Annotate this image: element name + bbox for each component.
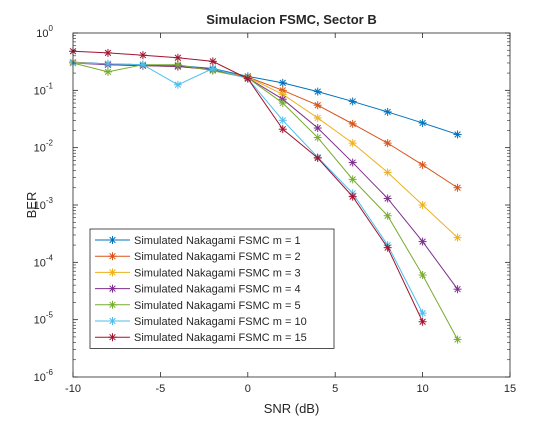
legend-marker (108, 268, 117, 277)
data-point (453, 183, 462, 192)
data-point (348, 175, 357, 184)
data-point (348, 97, 357, 106)
data-point (208, 57, 217, 66)
data-point (173, 60, 182, 69)
y-axis-label: BER (24, 192, 39, 219)
data-point (173, 53, 182, 62)
data-point (138, 51, 147, 60)
data-point (278, 99, 287, 108)
data-point (453, 335, 462, 344)
legend-marker (108, 317, 117, 325)
data-point (138, 60, 147, 69)
legend-marker (108, 252, 117, 261)
data-point (348, 139, 357, 148)
x-axis-label: SNR (dB) (264, 401, 320, 416)
legend-label: Simulated Nakagami FSMC m = 1 (134, 235, 301, 247)
legend-item: Simulated Nakagami FSMC m = 10 (95, 316, 307, 328)
x-tick-label: 0 (245, 383, 251, 395)
chart-title: Simulacion FSMC, Sector B (206, 12, 376, 27)
data-point (103, 48, 112, 57)
y-tick-label: 10-4 (34, 253, 54, 269)
y-tick-label: 100 (36, 24, 53, 40)
x-tick-label: -10 (65, 383, 81, 395)
data-point (313, 154, 322, 163)
data-point (418, 309, 427, 318)
data-point (418, 271, 427, 280)
legend-label: Simulated Nakagami FSMC m = 10 (134, 316, 307, 328)
legend-item: Simulated Nakagami FSMC m = 1 (95, 235, 301, 247)
series-line (72, 62, 458, 340)
data-point (313, 87, 322, 96)
data-point (313, 113, 322, 122)
data-point (383, 194, 392, 203)
series-7 (69, 47, 427, 326)
data-point (103, 59, 112, 68)
legend-label: Simulated Nakagami FSMC m = 3 (134, 267, 301, 279)
data-point (453, 285, 462, 294)
data-point (418, 201, 427, 209)
y-tick-label: 10-6 (34, 368, 54, 384)
legend-marker (108, 333, 117, 342)
data-point (453, 130, 462, 139)
data-point (348, 192, 357, 201)
data-point (418, 118, 427, 127)
legend: Simulated Nakagami FSMC m = 1 Simulated N… (89, 228, 335, 349)
data-point (383, 211, 392, 220)
x-tick-label: -5 (156, 383, 166, 395)
legend-item: Simulated Nakagami FSMC m = 3 (95, 267, 301, 279)
legend-label: Simulated Nakagami FSMC m = 5 (134, 300, 301, 312)
legend-item: Simulated Nakagami FSMC m = 15 (95, 332, 307, 344)
data-point (348, 119, 357, 128)
x-tick-label: 5 (332, 383, 338, 395)
legend-label: Simulated Nakagami FSMC m = 2 (134, 251, 301, 263)
legend-item: Simulated Nakagami FSMC m = 2 (95, 251, 301, 263)
data-point (383, 168, 392, 177)
data-point (418, 237, 427, 246)
ticks-layer: -10 -5 0 5 10 15 10-6 10-5 10-4 10-3 10-2 10-1 100 (34, 24, 517, 395)
legend-label: Simulated Nakagami FSMC m = 4 (134, 284, 301, 296)
x-tick-label: 10 (416, 383, 428, 395)
data-point (208, 64, 217, 73)
data-point (103, 67, 112, 76)
data-point (278, 78, 287, 87)
legend-marker (108, 236, 117, 244)
legend-marker (108, 300, 117, 309)
data-point (173, 80, 182, 89)
data-point (383, 139, 392, 148)
legend-marker (108, 284, 117, 293)
data-point (313, 101, 322, 110)
data-point (243, 74, 252, 83)
data-point (313, 133, 322, 142)
y-tick-label: 10-1 (34, 81, 54, 97)
data-point (383, 243, 392, 252)
data-point (453, 233, 462, 242)
y-tick-label: 10-3 (34, 196, 54, 212)
data-point (418, 160, 427, 169)
legend-label: Simulated Nakagami FSMC m = 15 (134, 332, 307, 344)
data-point (418, 317, 427, 326)
y-tick-label: 10-2 (34, 139, 54, 155)
data-point (278, 125, 287, 134)
data-point (278, 116, 287, 125)
data-point (313, 124, 322, 133)
legend-item: Simulated Nakagami FSMC m = 4 (95, 284, 301, 296)
legend-box (89, 228, 335, 349)
x-tick-label: 15 (504, 383, 516, 395)
data-point (348, 158, 357, 167)
y-tick-label: 10-5 (34, 311, 54, 327)
data-point (383, 107, 392, 116)
legend-item: Simulated Nakagami FSMC m = 5 (95, 300, 301, 312)
